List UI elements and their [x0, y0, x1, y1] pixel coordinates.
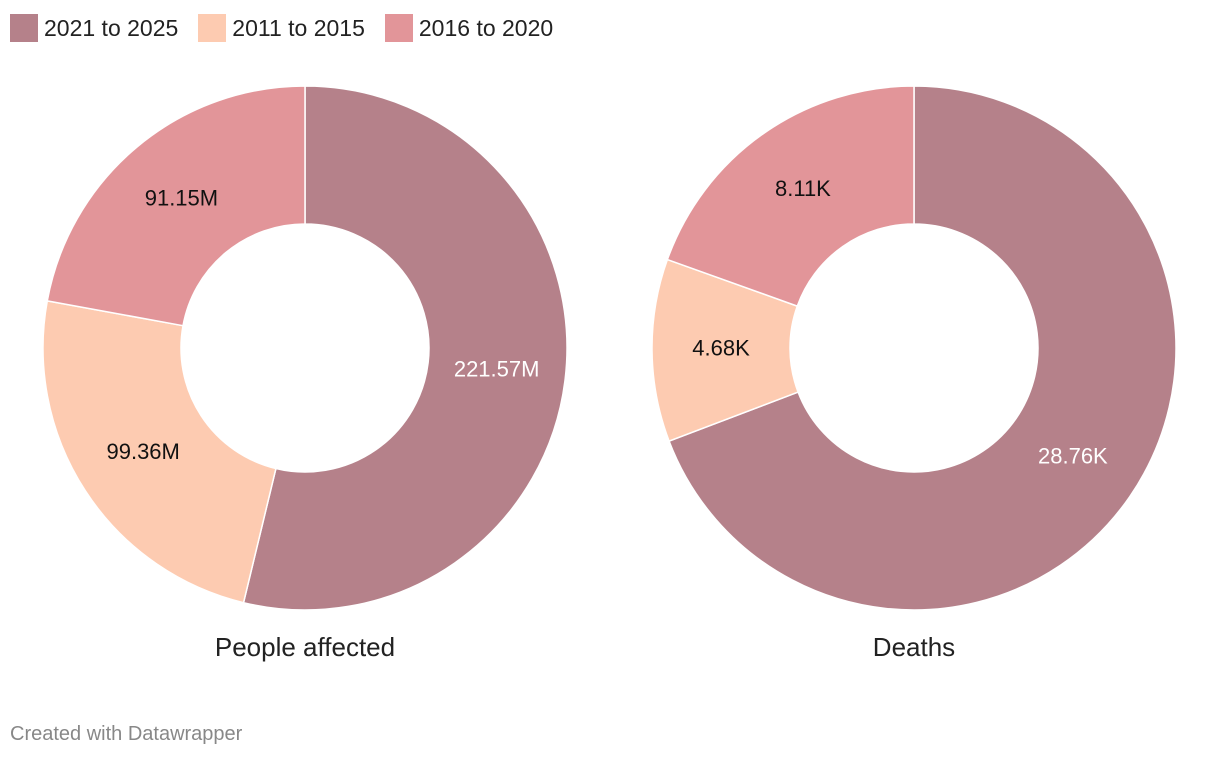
- slice-data-label: 4.68K: [692, 336, 750, 361]
- slice-2011-to-2015: [42, 299, 277, 604]
- legend-item-2016-2020: 2016 to 2020: [384, 14, 554, 42]
- chart-title: People affected: [215, 632, 395, 662]
- footer-credit: Created with Datawrapper: [10, 723, 243, 745]
- donut-chart-deaths: 28.76K 4.68K 8.11K Deaths: [651, 85, 1177, 662]
- legend-label: 2011 to 2015: [232, 14, 365, 41]
- slice-2016-to-2020: [46, 85, 306, 327]
- legend-swatch: [384, 14, 413, 42]
- donut-chart-people-affected: 221.57M 99.36M 91.15M People affected: [42, 85, 568, 662]
- slice-2016-to-2020: [666, 85, 915, 308]
- slice-2021-to-2025: [242, 85, 568, 611]
- legend-item-2011-2015: 2011 to 2015: [198, 14, 365, 42]
- slice-data-label: 28.76K: [1038, 443, 1108, 468]
- legend-swatch: [10, 14, 38, 42]
- legend-label: 2016 to 2020: [418, 14, 554, 41]
- chart-title: Deaths: [873, 632, 955, 662]
- slice-data-label: 91.15M: [145, 186, 218, 211]
- donut-charts: 221.57M 99.36M 91.15M People affected 28.76K…: [42, 85, 1177, 662]
- legend-label: 2021 to 2025: [44, 14, 179, 41]
- slice-data-label: 99.36M: [106, 439, 179, 464]
- slice-2021-to-2025: [668, 85, 1177, 611]
- legend-swatch: [198, 14, 227, 42]
- legend-item-2021-2025: 2021 to 2025: [10, 14, 178, 42]
- legend: 2021 to 2025 2011 to 2015 2016 to 2020: [10, 12, 573, 44]
- slice-data-label: 8.11K: [775, 176, 831, 201]
- slice-data-label: 221.57M: [454, 357, 540, 382]
